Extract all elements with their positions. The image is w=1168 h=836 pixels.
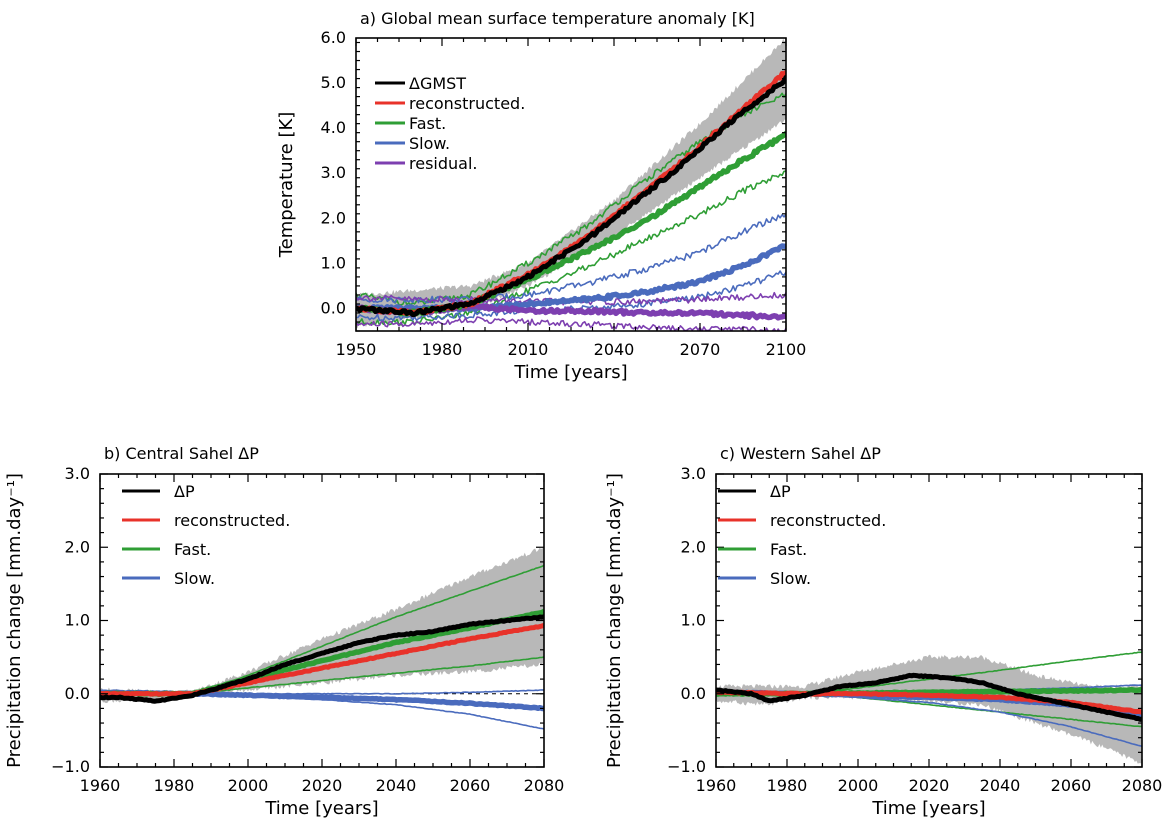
x-tick-label: 2000 [838, 776, 879, 795]
x-tick-label: 2060 [450, 776, 491, 795]
y-tick-label: 4.0 [321, 118, 346, 137]
legend-label: ΔGMST [409, 74, 466, 93]
chart-title: b) Central Sahel ΔP [104, 444, 259, 463]
spread-band-c [716, 654, 1142, 764]
x-tick-label: 2020 [302, 776, 343, 795]
x-tick-label: 1980 [422, 340, 463, 359]
y-tick-label: 0.0 [321, 298, 346, 317]
bound-line-a-5 [356, 316, 786, 331]
x-tick-label: 2080 [524, 776, 565, 795]
plot-area-a [356, 38, 786, 331]
legend-label: ΔP [770, 482, 791, 501]
x-tick-label: 2000 [228, 776, 269, 795]
legend-label: Fast. [409, 114, 446, 133]
legend-label: Fast. [770, 540, 807, 559]
y-tick-label: 3.0 [681, 464, 706, 483]
x-tick-label: 2010 [508, 340, 549, 359]
x-tick-label: 2040 [594, 340, 635, 359]
y-axis-label: Temperature [K] [276, 112, 297, 259]
y-tick-label: 5.0 [321, 73, 346, 92]
y-tick-label: 1.0 [681, 611, 706, 630]
x-tick-label: 2070 [680, 340, 721, 359]
legend-label: reconstructed. [409, 94, 525, 113]
x-tick-label: 2040 [376, 776, 417, 795]
series-line-b-3 [100, 614, 544, 704]
y-tick-label: 2.0 [321, 208, 346, 227]
legend-label: Fast. [174, 540, 211, 559]
legend-label: Slow. [174, 569, 215, 588]
x-tick-label: 1960 [696, 776, 737, 795]
bound-line-a-3 [356, 270, 786, 322]
panel-b-central-sahel-chart: 1960 1980 2000 2020 2040 2060 2080 −1.0 0.0 1.0 2.… [4, 444, 564, 819]
plot-area-c [716, 651, 1142, 764]
panel-c-western-sahel-chart: 1960 1980 2000 2020 2040 2060 2080 −1.0 0.0 1.0 2.… [604, 444, 1162, 819]
y-tick-label: 0.0 [681, 684, 706, 703]
y-tick-label: 6.0 [321, 28, 346, 47]
x-tick-label: 2020 [909, 776, 950, 795]
y-tick-label: 0.0 [65, 684, 90, 703]
y-tick-label: 2.0 [681, 537, 706, 556]
legend-c: ΔP reconstructed. Fast. Slow. [718, 482, 886, 588]
y-axis-label: Precipitation change [mm.day⁻¹] [604, 473, 625, 768]
x-tick-label: 2040 [980, 776, 1021, 795]
x-axis-label: Time [years] [264, 798, 378, 819]
legend-label: reconstructed. [174, 511, 290, 530]
legend-label: residual. [409, 154, 477, 173]
y-tick-label: 2.0 [65, 537, 90, 556]
series-line-c-3 [716, 672, 1142, 722]
y-tick-label: 1.0 [321, 253, 346, 272]
bound-line-a-2 [356, 213, 786, 304]
x-tick-label: 1960 [80, 776, 121, 795]
panel-a-temperature-chart: 1950 1980 2010 2040 2070 2100 0.0 1.0 2.0 3.0 4.0 5… [276, 9, 806, 383]
x-tick-label: 1980 [154, 776, 195, 795]
y-tick-label: 1.0 [65, 611, 90, 630]
x-tick-label: 1950 [336, 340, 377, 359]
series-line-a-4 [356, 74, 786, 318]
x-tick-label: 2100 [766, 340, 807, 359]
y-tick-label: −1.0 [51, 757, 90, 776]
chart-title: a) Global mean surface temperature anoma… [360, 9, 755, 28]
y-tick-label: 3.0 [65, 464, 90, 483]
y-tick-label: −1.0 [667, 757, 706, 776]
x-tick-label: 2080 [1122, 776, 1163, 795]
x-tick-label: 1980 [767, 776, 808, 795]
x-axis-label: Time [years] [871, 798, 985, 819]
spread-band-b [100, 545, 544, 704]
x-tick-label: 2060 [1051, 776, 1092, 795]
plot-area-b [100, 545, 544, 730]
x-axis-label: Time [years] [513, 362, 627, 383]
chart-title: c) Western Sahel ΔP [720, 444, 881, 463]
legend-label: Slow. [770, 569, 811, 588]
legend-label: ΔP [174, 482, 195, 501]
legend-b: ΔP reconstructed. Fast. Slow. [122, 482, 290, 588]
legend-label: Slow. [409, 134, 450, 153]
y-axis-label: Precipitation change [mm.day⁻¹] [4, 473, 25, 768]
bound-line-a-1 [356, 170, 786, 326]
y-tick-label: 3.0 [321, 163, 346, 182]
series-line-b-2 [100, 622, 544, 697]
legend-label: reconstructed. [770, 511, 886, 530]
